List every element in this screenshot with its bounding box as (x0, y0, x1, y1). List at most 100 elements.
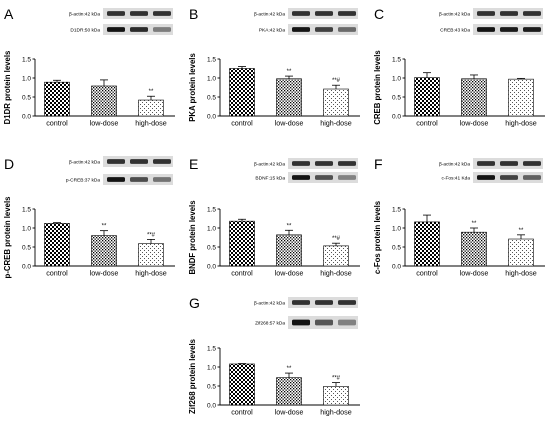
y-tick-label: 0.0 (22, 113, 31, 120)
bar-low-dose (461, 231, 487, 267)
x-tick-label: low-dose (275, 408, 304, 417)
blot-band (338, 27, 356, 32)
x-tick-label: high-dose (135, 269, 167, 278)
panel-letter: A (4, 6, 14, 22)
blot-band (477, 161, 495, 166)
blot-band (523, 11, 541, 16)
blot-band (107, 11, 125, 16)
blot-band (153, 159, 171, 164)
significance-mark: ** (287, 223, 292, 229)
blot-label: c-Fos:41 Kda (441, 176, 470, 182)
blot-band (315, 175, 333, 180)
y-tick-label: 0.0 (207, 263, 216, 270)
blot-band (338, 300, 356, 305)
y-tick-label: 1.5 (22, 206, 31, 213)
y-axis-title: p-CREB protein levels (3, 196, 12, 279)
bar-high-dose (508, 78, 534, 117)
y-axis-title: CREB protein levels (373, 50, 382, 125)
x-tick-label: high-dose (320, 119, 352, 128)
bar-control (229, 363, 255, 406)
significance-mark: **# (147, 232, 156, 238)
blot-band (292, 27, 310, 32)
blot-label: β-actin:42 kDa (254, 12, 285, 18)
bar-high-dose (138, 99, 164, 117)
x-tick-label: low-dose (90, 119, 119, 128)
blot-band (477, 11, 495, 16)
bar-low-dose (276, 234, 302, 267)
y-tick-label: 0.0 (392, 113, 401, 120)
blot-band (315, 319, 333, 326)
x-tick-label: control (231, 269, 253, 278)
x-tick-label: control (231, 408, 253, 417)
y-tick-label: 0.0 (207, 113, 216, 120)
bar-control (414, 221, 440, 267)
bar-low-dose (276, 78, 302, 117)
blot-band (107, 27, 125, 32)
y-tick-label: 0.0 (392, 263, 401, 270)
bar-control (229, 220, 255, 267)
blot-label: β-actin:42 kDa (439, 12, 470, 18)
blot-band (500, 175, 518, 180)
y-tick-label: 0.5 (392, 94, 401, 101)
blot-label: BDNF:15 kDa (255, 176, 285, 182)
bar-control (44, 223, 70, 267)
blot-label: CREB:43 kDa (440, 28, 470, 34)
blot-band (523, 27, 541, 32)
blot-band (130, 177, 148, 182)
blot-band (338, 161, 356, 166)
significance-mark: ** (287, 366, 292, 372)
blot-band (292, 175, 310, 180)
blot-band (338, 175, 356, 180)
blot-band (315, 27, 333, 32)
blot-band (338, 11, 356, 16)
y-tick-label: 0.0 (22, 263, 31, 270)
blot-band (153, 177, 171, 182)
blot-label: β-actin:42 kDa (69, 160, 100, 166)
blot-band (523, 161, 541, 166)
x-tick-label: high-dose (320, 408, 352, 417)
blot-label: β-actin:42 kDa (254, 301, 285, 307)
y-tick-label: 0.0 (207, 402, 216, 409)
x-tick-label: high-dose (135, 119, 167, 128)
y-tick-label: 0.5 (207, 244, 216, 251)
y-tick-label: 1.0 (392, 225, 401, 232)
significance-mark: ** (287, 69, 292, 75)
y-tick-label: 0.5 (22, 94, 31, 101)
bar-low-dose (461, 78, 487, 117)
blot-band (153, 11, 171, 16)
blot-band (130, 159, 148, 164)
y-tick-label: 1.0 (392, 75, 401, 82)
x-tick-label: control (416, 119, 438, 128)
x-tick-label: high-dose (505, 119, 537, 128)
significance-mark: ** (472, 221, 477, 227)
blot-label: Zif268:57 kDa (255, 321, 285, 327)
significance-mark: **# (332, 236, 341, 242)
bar-control (44, 81, 70, 117)
x-tick-label: low-dose (90, 269, 119, 278)
blot-band (107, 159, 125, 164)
x-tick-label: control (231, 119, 253, 128)
y-tick-label: 0.5 (22, 244, 31, 251)
y-tick-label: 1.0 (207, 75, 216, 82)
blot-label: β-actin:42 kDa (254, 162, 285, 168)
significance-mark: ** (149, 89, 154, 95)
panel-letter: F (374, 156, 383, 172)
y-tick-label: 1.5 (392, 56, 401, 63)
y-tick-label: 1.5 (392, 206, 401, 213)
blot-band (107, 177, 125, 182)
blot-band (315, 11, 333, 16)
blot-label: D1DR:50 kDa (70, 28, 100, 34)
y-tick-label: 1.0 (207, 364, 216, 371)
blot-band (130, 27, 148, 32)
y-tick-label: 1.5 (22, 56, 31, 63)
x-tick-label: low-dose (460, 119, 489, 128)
y-tick-label: 1.0 (207, 225, 216, 232)
panel-letter: C (374, 6, 384, 22)
blot-label: p-CREB:37 kDa (66, 178, 100, 184)
y-tick-label: 0.5 (207, 383, 216, 390)
blot-band (315, 161, 333, 166)
y-axis-title: BNDF protein levels (188, 200, 197, 275)
